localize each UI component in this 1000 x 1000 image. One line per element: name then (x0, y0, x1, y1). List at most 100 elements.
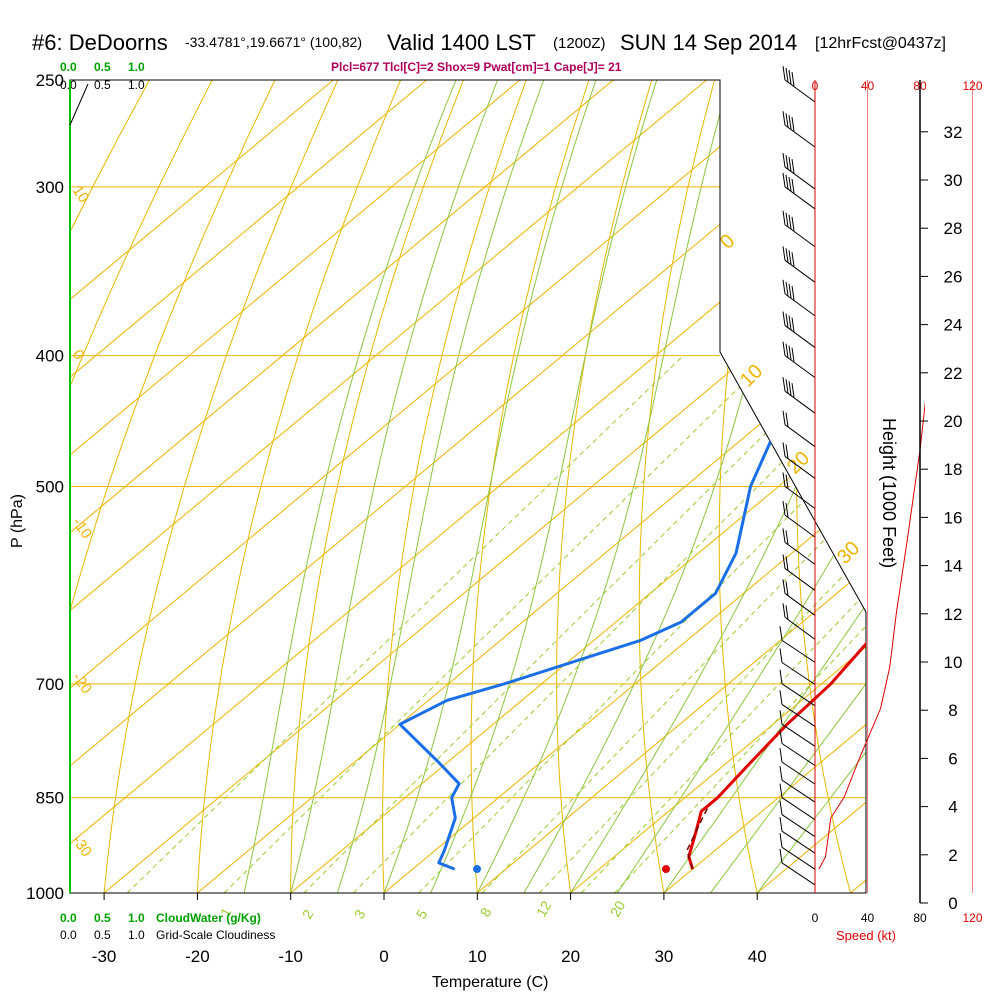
top-cloudwater-scale: 0.0 0.5 1.0 (60, 60, 145, 74)
isotherm-line (850, 80, 866, 893)
wind-barb-shaft (781, 683, 816, 707)
wind-barb-feather (785, 581, 789, 596)
height-tick-label: 6 (948, 749, 957, 768)
wind-barb-feather (785, 556, 789, 571)
wind-barb-feather (782, 528, 786, 543)
isotherm-label: 30 (833, 537, 864, 568)
wind-barb-feather (785, 113, 789, 128)
wind-barb-feather (788, 283, 792, 298)
wind-barb-feather (785, 212, 789, 227)
mixing-ratio-label: 5 (413, 907, 431, 922)
isotherm-label: -20 (69, 670, 95, 698)
forecast-run: [12hrFcst@0437z] (815, 35, 946, 52)
wind-barb-feather (791, 117, 795, 132)
mixing-ratio-label: 8 (477, 905, 495, 920)
wind-barb-shaft (784, 259, 816, 283)
height-tick-label: 26 (944, 267, 963, 286)
isotherm-line (70, 80, 521, 893)
wind-barb-shaft (784, 124, 816, 148)
parcel-profile (686, 804, 711, 870)
wind-barb-feather (788, 176, 792, 191)
moist-adiabat-line (383, 80, 597, 893)
wind-barb-feather (788, 214, 792, 229)
speed-tick-top: 40 (861, 79, 875, 93)
wind-barb-feather (782, 442, 786, 457)
wind-barb-shaft (784, 486, 816, 509)
dry-adiabat-line (470, 80, 590, 893)
valid-time: Valid 1400 LST (387, 30, 536, 55)
wind-barb-feather (782, 472, 786, 487)
bot-cc-0: 0.0 (60, 928, 77, 942)
wind-barb-shaft (781, 779, 816, 803)
isotherm-label: 0 (69, 347, 88, 364)
dry-adiabat-line (70, 80, 276, 893)
wind-barb-feather (782, 554, 786, 569)
wind-barb-feather (785, 281, 789, 296)
dry-adiabat-line (70, 80, 213, 893)
height-tick-label: 24 (944, 316, 963, 335)
bot-cc-05: 0.5 (94, 928, 111, 942)
wind-barb-shaft (784, 616, 816, 640)
wind-barb-shaft (784, 79, 816, 103)
wind-barb-feather (779, 648, 783, 663)
top-cc-05: 0.5 (94, 78, 111, 92)
top-cc-1: 1.0 (128, 78, 145, 92)
height-tick-label: 4 (948, 798, 957, 817)
wind-barb-feather (785, 248, 789, 263)
isotherm-line (70, 80, 334, 893)
wind-barb-feather (782, 210, 786, 225)
height-tick-label: 0 (948, 894, 957, 913)
wind-barb-feather (782, 311, 786, 326)
cloudwater-label: CloudWater (g/Kg) (156, 911, 261, 925)
wind-barb-feather (791, 158, 795, 174)
cloudiness-label: Grid-Scale Cloudiness (156, 928, 275, 942)
pressure-axis: 250 300 400 500 700 850 1000 (26, 71, 64, 903)
wind-barb-feather (785, 412, 789, 427)
temperature-tick-label: -20 (185, 947, 210, 966)
wind-barb-feather (788, 250, 792, 265)
wind-barb-shaft (781, 723, 816, 747)
isotherm-line (756, 80, 866, 893)
forecast-date: SUN 14 Sep 2014 (620, 30, 797, 55)
moist-adiabat-line (616, 80, 866, 893)
wind-speed-profile (818, 400, 925, 870)
wind-barb-shaft (784, 541, 816, 565)
pressure-tick-label: 250 (36, 71, 64, 90)
wind-barb-feather (782, 279, 786, 294)
mixing-ratio-line (538, 355, 866, 893)
wind-barb-feather (779, 800, 783, 815)
pressure-tick-label: 850 (36, 789, 64, 808)
speed-tick-top: 120 (962, 79, 982, 93)
mixing-ratio-line (353, 355, 866, 893)
pressure-tick-label: 1000 (26, 884, 64, 903)
isotherm-line (663, 80, 866, 893)
pressure-tick-label: 500 (36, 478, 64, 497)
wind-barb-shaft (784, 568, 816, 591)
surface-temp-marker (662, 865, 670, 874)
wind-barb-feather (779, 748, 783, 763)
x-axis-label: Temperature (C) (432, 974, 548, 991)
wind-barb-feather (785, 474, 789, 489)
wind-barb-feather (782, 501, 786, 516)
pressure-tick-label: 300 (36, 178, 64, 197)
wind-barb-feather (779, 710, 783, 725)
wind-barb-feather (791, 178, 795, 193)
moist-adiabat-line (243, 80, 457, 893)
wind-barb-feather (785, 174, 789, 189)
mixing-ratio-line (126, 355, 684, 893)
top-cw-1: 1.0 (128, 60, 145, 74)
height-tick-label: 30 (944, 171, 963, 190)
wind-barb-shaft (781, 703, 816, 727)
height-axis-label: Height (1000 Feet) (879, 418, 899, 568)
mixing-ratio-label: 12 (533, 898, 555, 920)
wind-barb-shaft (784, 325, 816, 348)
wind-barb-shaft (784, 456, 816, 479)
temperature-tick-label: -10 (278, 947, 303, 966)
isotherm-line (383, 80, 866, 893)
dry-adiabat-line (556, 80, 653, 893)
height-tick-label: 10 (944, 653, 963, 672)
moist-adiabat-line (710, 80, 866, 893)
bottom-cloudwater-scale: 0.0 0.5 1.0 CloudWater (g/Kg) (60, 911, 261, 925)
